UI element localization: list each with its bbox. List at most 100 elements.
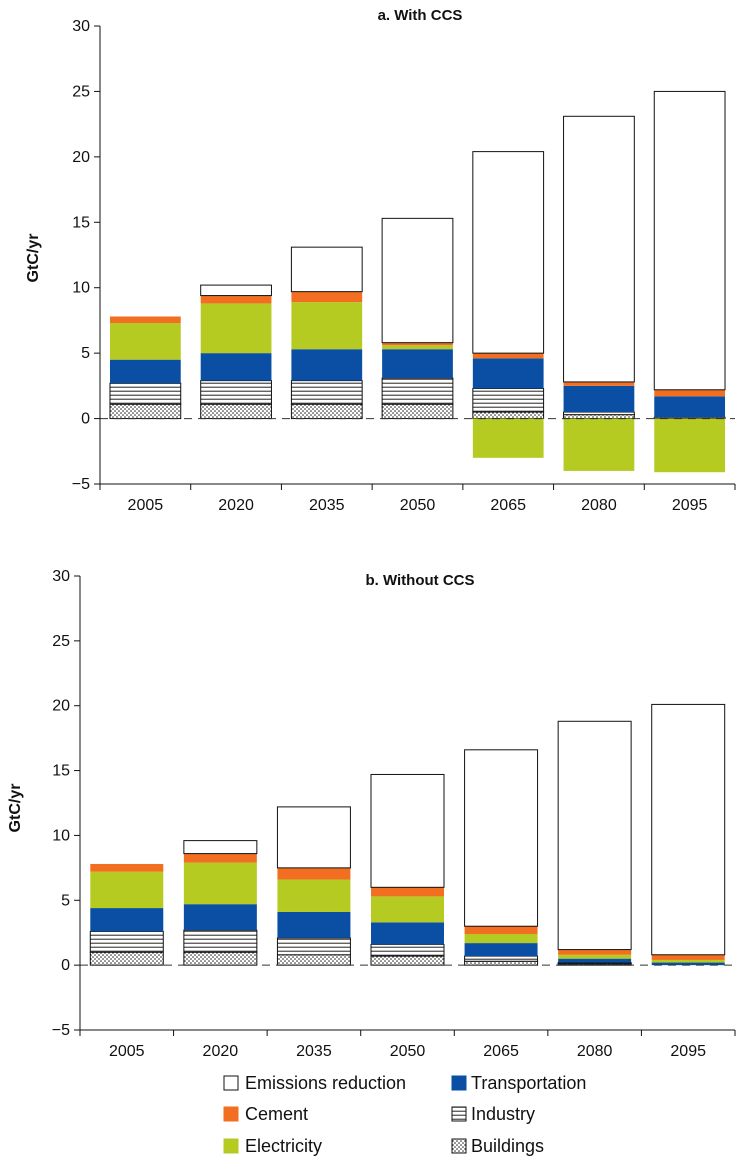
xtick-label: 2065 [483,1043,519,1060]
bar-segment-electricity-2080 [563,418,635,471]
bar-segment-buildings-2005 [109,403,182,420]
bar-segment-electricity-2095 [654,418,726,473]
bar-segment-electricity-2020 [200,303,272,354]
legend-swatch-industry [451,1106,467,1122]
bar-segment-electricity-2065 [464,934,538,944]
bar-segment-buildings-2050 [370,955,445,966]
bar-segment-transportation-2095 [651,962,725,966]
panel-b-ylabel: GtC/yr [7,784,24,833]
bar-segment-industry-2005 [89,930,164,953]
bar-segment-emissions-reduction-2035 [290,246,363,293]
xtick-label: 2035 [309,497,345,514]
bar-segment-transportation-2020 [200,353,272,381]
bar-segment-transportation-2005 [90,908,164,932]
panel-a-xticks: 2005 2020 2035 2050 2065 2080 2095 [99,484,736,514]
bar-segment-emissions-reduction-2020 [200,284,272,297]
bar-segment-buildings-2050 [381,403,454,420]
legend-label-buildings: Buildings [471,1136,544,1156]
panel-a-yticks: −5 0 5 10 15 20 25 30 [72,18,100,493]
bar-segment-emissions-reduction-2095 [651,703,726,956]
bar-segment-buildings-2020 [200,403,272,420]
ytick-label: 15 [52,763,70,780]
ytick-label: −5 [52,1022,70,1039]
bar-segment-cement-2050 [371,887,444,897]
bar-segment-emissions-reduction-2080 [557,720,632,951]
bar-segment-electricity-2095 [651,959,725,963]
xtick-label: 2080 [577,1043,613,1060]
bar-segment-buildings-2035 [290,403,363,420]
legend-item-buildings: Buildings [451,1136,544,1156]
ytick-label: 10 [52,827,70,844]
xtick-label: 2095 [672,497,708,514]
legend-item-industry: Industry [451,1104,535,1124]
ytick-label: 30 [52,568,70,585]
legend-swatch-emissions-reduction [223,1075,239,1091]
bar-segment-electricity-2020 [183,862,257,905]
legend-swatch-buildings [451,1138,467,1154]
ytick-label: 0 [61,957,70,974]
legend-label-emissions-reduction: Emissions reduction [245,1073,406,1093]
bar-segment-transportation-2050 [382,349,453,379]
bar-segment-transportation-2080 [563,385,635,413]
legend-swatch-transportation [451,1075,467,1091]
xtick-label: 2005 [109,1043,145,1060]
bar-segment-buildings-2035 [276,954,351,966]
bar-segment-electricity-2035 [277,879,351,912]
panel-a-bars [109,90,726,473]
ytick-label: 5 [81,345,90,362]
bar-segment-industry-2065 [472,387,545,413]
panel-b-without-ccs: b. Without CCS GtC/yr −5 0 5 10 15 20 25 30 200… [7,568,736,1060]
bar-segment-cement-2020 [200,295,272,304]
xtick-label: 2020 [203,1043,239,1060]
bar-segment-industry-2020 [183,929,258,953]
ytick-label: 10 [72,280,90,297]
bar-segment-transportation-2020 [183,904,257,931]
bar-segment-industry-2005 [109,382,182,405]
xtick-label: 2065 [490,497,526,514]
legend-label-industry: Industry [471,1104,535,1124]
bar-segment-electricity-2050 [371,896,444,923]
legend-item-emissions-reduction: Emissions reduction [223,1073,406,1093]
ytick-label: 25 [52,633,70,650]
xtick-label: 2080 [581,497,617,514]
xtick-label: 2050 [400,497,436,514]
xtick-label: 2005 [128,497,164,514]
bar-segment-transportation-2050 [371,922,444,945]
bar-segment-industry-2065 [464,955,539,962]
ytick-label: 20 [72,149,90,166]
bar-segment-industry-2050 [381,377,454,405]
xtick-label: 2050 [390,1043,426,1060]
bar-segment-industry-2080 [557,962,632,965]
bar-segment-emissions-reduction-2065 [464,749,539,927]
bar-segment-buildings-2005 [89,951,164,966]
panel-a-title: a. With CCS [378,7,463,24]
bar-segment-transportation-2035 [291,349,363,381]
bar-segment-industry-2035 [276,937,351,956]
bar-segment-electricity-2065 [472,418,544,458]
bar-segment-transportation-2065 [464,943,538,957]
bar-segment-industry-2050 [370,943,445,957]
bar-segment-industry-2080 [563,411,635,416]
bar-segment-cement-2005 [90,863,164,872]
panel-b-title: b. Without CCS [365,572,474,589]
bar-segment-transportation-2035 [277,911,351,938]
legend: Emissions reduction Transportation Cemen… [223,1073,586,1156]
bar-segment-emissions-reduction-2095 [653,90,726,391]
bar-segment-buildings-2020 [183,951,258,966]
bar-segment-industry-2020 [200,380,272,405]
legend-item-electricity: Electricity [223,1136,322,1156]
ytick-label: −5 [72,476,90,493]
legend-swatch-cement [223,1106,239,1122]
legend-swatch-electricity [223,1138,239,1154]
bar-segment-cement-2080 [558,949,632,955]
panel-b-xticks: 2005 2020 2035 2050 2065 2080 2095 [79,1030,736,1060]
bar-segment-electricity-2005 [109,323,181,360]
bar-segment-cement-2065 [472,353,544,359]
bar-segment-cement-2035 [291,291,363,303]
bar-segment-emissions-reduction-2020 [183,840,258,855]
bar-segment-buildings-2065 [464,960,539,966]
ytick-label: 0 [81,411,90,428]
bar-segment-emissions-reduction-2065 [472,151,545,354]
bar-segment-buildings-2080 [563,414,635,420]
